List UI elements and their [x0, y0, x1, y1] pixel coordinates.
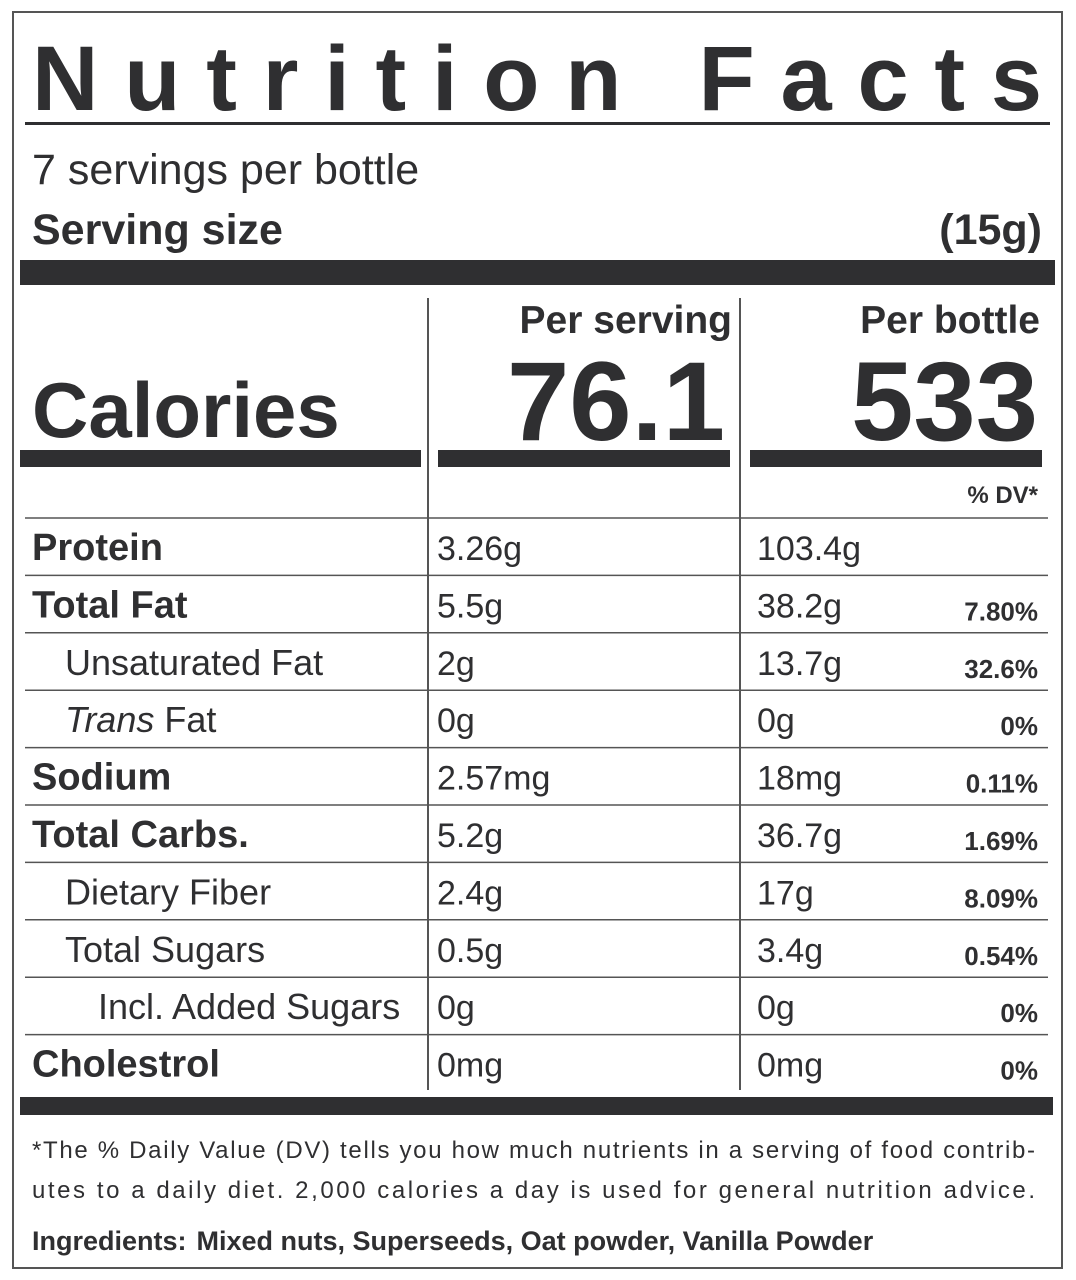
servings: 7 servings per bottle	[32, 146, 419, 194]
thick-bar	[20, 1097, 1053, 1115]
nutrient-name-text: Incl. Added Sugars	[98, 986, 400, 1027]
nutrient-name: Dietary Fiber	[65, 871, 271, 912]
daily-value: 0.11%	[966, 769, 1038, 799]
calories-per-bottle: 533	[851, 339, 1038, 464]
per-serving-amount: 3.26g	[437, 530, 522, 568]
per-bottle-amount: 17g	[757, 874, 814, 912]
footnote: *The % Daily Value (DV) tells you how mu…	[32, 1137, 1035, 1204]
per-bottle-amount: 13.7g	[757, 645, 842, 683]
nutrient-name-rest: Fat	[164, 699, 216, 740]
thick-bar	[20, 260, 1055, 285]
dv-header: % DV*	[967, 482, 1038, 509]
nutrient-name: Total Fat	[32, 584, 188, 626]
per-serving-amount: 2g	[437, 645, 475, 683]
nutrient-name-text: Total Carbs.	[32, 814, 249, 856]
nutrient-rows: Protein 3.26g 103.4g Total Fat 5.5g 38.2g 7.80…	[25, 517, 1048, 1086]
per-bottle-amount: 0mg	[757, 1047, 823, 1085]
per-serving-amount: 0g	[437, 702, 475, 740]
per-serving-header: Per serving	[520, 299, 732, 342]
serving-size-label: Serving size	[32, 206, 283, 254]
rule	[25, 122, 1050, 125]
calories-per-serving: 76.1	[507, 339, 725, 464]
ingredients-label: Ingredients:	[32, 1226, 187, 1256]
daily-value: 8.09%	[964, 883, 1038, 913]
daily-value: 0.54%	[964, 941, 1038, 971]
nutrient-name: Trans Fat	[65, 699, 216, 740]
nutrient-name-text: Protein	[32, 527, 163, 569]
thick-bar	[750, 450, 1042, 467]
thick-bar	[20, 450, 421, 467]
ingredients-text: Mixed nuts, Superseeds, Oat powder, Vani…	[197, 1226, 874, 1256]
calories-label: Calories	[32, 366, 340, 454]
per-serving-amount: 0mg	[437, 1047, 503, 1085]
nutrient-name-text: Total Fat	[32, 584, 188, 626]
per-serving-amount: 5.5g	[437, 587, 503, 625]
per-serving-amount: 5.2g	[437, 817, 503, 855]
nutrient-name: Total Carbs.	[32, 814, 249, 856]
ingredients: Ingredients: Mixed nuts, Superseeds, Oat …	[32, 1226, 874, 1256]
daily-value: 0%	[1000, 1056, 1038, 1086]
nutrient-name-text: Sodium	[32, 757, 171, 799]
per-bottle-amount: 0g	[757, 989, 795, 1027]
daily-value: 7.80%	[964, 596, 1038, 626]
nutrient-name-text: Cholestrol	[32, 1044, 220, 1086]
nutrient-name-text: Unsaturated Fat	[65, 642, 323, 683]
per-serving-amount: 0g	[437, 989, 475, 1027]
thick-bar	[438, 450, 730, 467]
daily-value: 1.69%	[964, 826, 1038, 856]
serving-size-value: (15g)	[939, 206, 1042, 254]
nutrient-name-text: Dietary Fiber	[65, 871, 271, 912]
per-bottle-amount: 103.4g	[757, 530, 861, 568]
nutrient-name: Cholestrol	[32, 1044, 220, 1086]
nutrient-name-text: Total Sugars	[65, 929, 265, 970]
footnote-line: *The % Daily Value (DV) tells you how mu…	[32, 1137, 1035, 1164]
per-bottle-amount: 3.4g	[757, 932, 823, 970]
nutrient-name-italic: Trans	[65, 699, 154, 740]
nutrient-name: Protein	[32, 527, 163, 569]
nutrient-name: Incl. Added Sugars	[98, 986, 400, 1027]
per-bottle-amount: 38.2g	[757, 587, 842, 625]
per-serving-amount: 2.4g	[437, 874, 503, 912]
daily-value: 32.6%	[964, 654, 1038, 684]
nutrient-name: Total Sugars	[65, 929, 265, 970]
per-bottle-header: Per bottle	[860, 299, 1040, 342]
nutrient-name: Unsaturated Fat	[65, 642, 323, 683]
per-serving-amount: 2.57mg	[437, 760, 550, 798]
footnote-line: utes to a daily diet. 2,000 calories a d…	[32, 1177, 1035, 1204]
border	[12, 11, 1063, 1269]
daily-value: 0%	[1000, 711, 1038, 741]
daily-value: 0%	[1000, 998, 1038, 1028]
nutrient-name: Sodium	[32, 757, 171, 799]
per-bottle-amount: 0g	[757, 702, 795, 740]
per-bottle-amount: 36.7g	[757, 817, 842, 855]
per-bottle-amount: 18mg	[757, 760, 842, 798]
per-serving-amount: 0.5g	[437, 932, 503, 970]
